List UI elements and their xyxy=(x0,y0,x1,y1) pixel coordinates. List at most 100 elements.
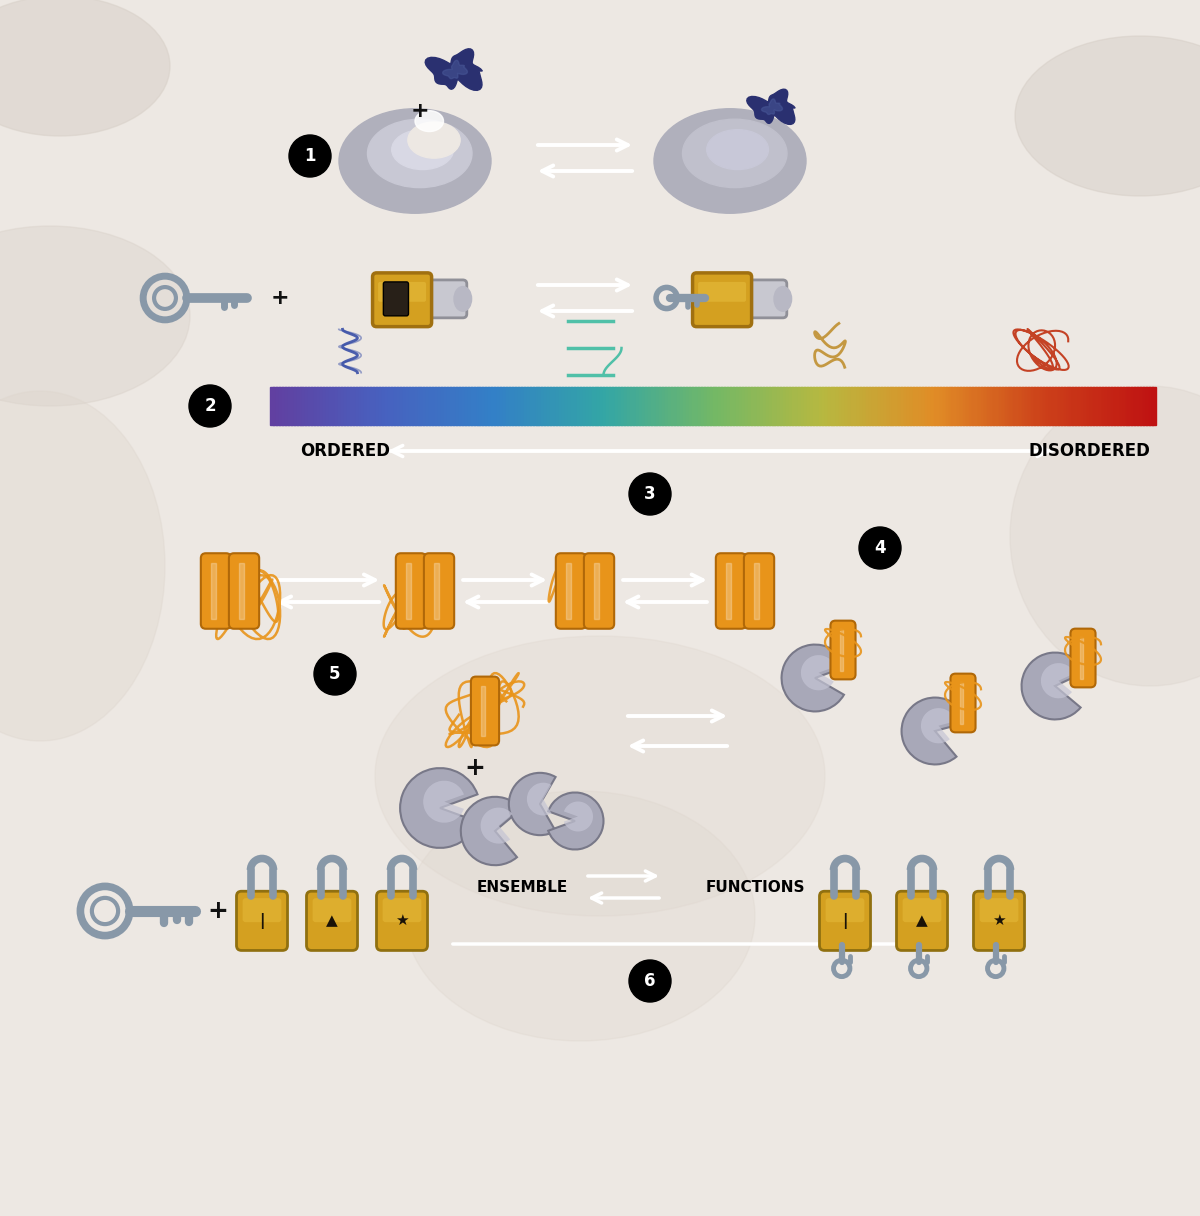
Bar xyxy=(545,387,548,426)
Bar xyxy=(1087,387,1091,426)
Bar xyxy=(566,563,571,619)
Bar xyxy=(940,387,943,426)
Wedge shape xyxy=(564,801,593,832)
Text: +: + xyxy=(464,756,486,779)
Bar xyxy=(1046,387,1050,426)
Ellipse shape xyxy=(774,287,792,311)
Ellipse shape xyxy=(391,130,454,169)
Bar xyxy=(964,387,967,426)
FancyBboxPatch shape xyxy=(584,553,614,629)
Wedge shape xyxy=(548,793,604,850)
Bar xyxy=(972,387,976,426)
Bar xyxy=(928,387,932,426)
Text: +: + xyxy=(208,899,228,923)
Bar xyxy=(512,387,516,426)
Bar xyxy=(306,387,310,426)
Bar xyxy=(960,682,962,724)
Bar xyxy=(851,387,856,426)
Bar xyxy=(414,387,419,426)
Bar xyxy=(796,387,799,426)
Text: 3: 3 xyxy=(644,485,656,503)
Bar xyxy=(547,387,551,426)
FancyBboxPatch shape xyxy=(383,899,421,922)
Bar xyxy=(409,387,413,426)
Bar xyxy=(895,387,899,426)
Bar xyxy=(860,387,864,426)
Bar xyxy=(1080,637,1084,679)
Bar xyxy=(394,387,398,426)
Bar xyxy=(1075,387,1079,426)
Bar xyxy=(1031,387,1036,426)
Bar xyxy=(1014,387,1018,426)
Text: 1: 1 xyxy=(305,147,316,165)
Bar xyxy=(1150,387,1153,426)
Bar xyxy=(442,387,445,426)
Bar xyxy=(580,387,583,426)
Bar xyxy=(1067,387,1070,426)
Bar xyxy=(335,387,338,426)
Bar xyxy=(541,387,545,426)
Bar xyxy=(276,387,280,426)
Bar xyxy=(1022,387,1026,426)
Bar xyxy=(816,387,820,426)
Bar xyxy=(656,387,660,426)
Text: ENSEMBLE: ENSEMBLE xyxy=(476,880,568,895)
Bar xyxy=(715,387,720,426)
Bar xyxy=(426,387,431,426)
Polygon shape xyxy=(443,61,468,79)
Bar xyxy=(960,387,965,426)
Bar xyxy=(284,387,289,426)
Bar xyxy=(1146,387,1150,426)
Bar xyxy=(332,387,336,426)
Bar xyxy=(1099,387,1103,426)
Bar xyxy=(1010,387,1014,426)
Bar xyxy=(1019,387,1024,426)
Bar xyxy=(1043,387,1046,426)
FancyBboxPatch shape xyxy=(306,891,358,951)
Bar xyxy=(877,387,882,426)
Bar xyxy=(604,387,607,426)
Bar xyxy=(577,387,581,426)
Text: 5: 5 xyxy=(329,665,341,683)
Bar xyxy=(887,387,890,426)
Bar xyxy=(353,387,356,426)
Bar xyxy=(739,387,743,426)
Bar xyxy=(786,387,791,426)
Bar xyxy=(745,387,749,426)
Bar xyxy=(1061,387,1064,426)
Bar xyxy=(810,387,814,426)
Bar xyxy=(438,387,442,426)
Bar xyxy=(418,387,421,426)
Bar xyxy=(671,387,676,426)
Bar xyxy=(521,387,524,426)
Bar xyxy=(568,387,572,426)
Bar xyxy=(683,387,686,426)
Bar xyxy=(361,387,366,426)
Bar xyxy=(551,387,554,426)
Bar xyxy=(1037,387,1040,426)
Bar xyxy=(792,387,796,426)
Polygon shape xyxy=(425,49,482,90)
Wedge shape xyxy=(781,644,846,711)
Bar xyxy=(458,387,463,426)
Bar xyxy=(660,387,664,426)
Bar xyxy=(1105,387,1109,426)
Bar xyxy=(905,387,908,426)
Bar xyxy=(388,387,392,426)
Bar xyxy=(828,387,832,426)
Bar xyxy=(1090,387,1094,426)
Bar xyxy=(452,387,457,426)
Wedge shape xyxy=(461,796,521,866)
Bar xyxy=(726,563,731,619)
Bar xyxy=(485,387,490,426)
Bar xyxy=(958,387,961,426)
Bar xyxy=(1073,387,1076,426)
Bar xyxy=(692,387,696,426)
Bar xyxy=(665,387,670,426)
Bar xyxy=(406,387,409,426)
Bar xyxy=(719,387,722,426)
Bar xyxy=(686,387,690,426)
Bar xyxy=(434,563,439,619)
FancyBboxPatch shape xyxy=(744,553,774,629)
Bar xyxy=(778,387,781,426)
